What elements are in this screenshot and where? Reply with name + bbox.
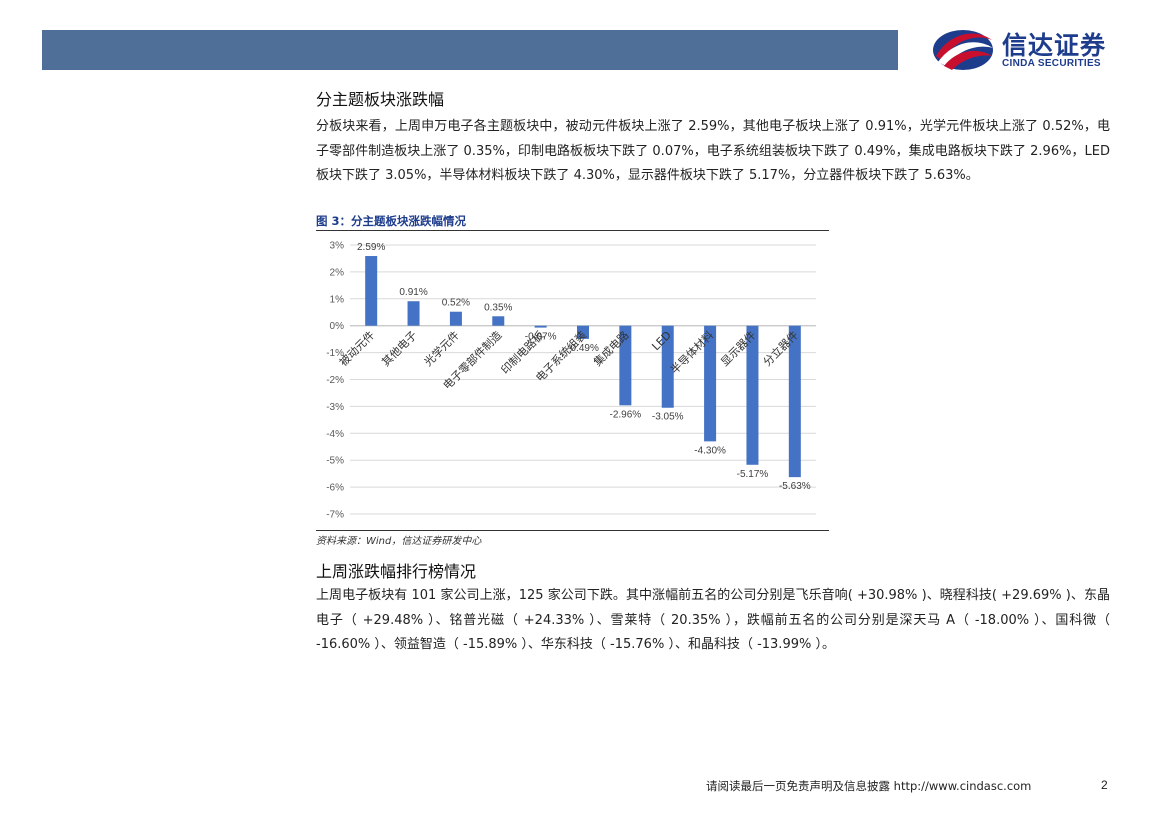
bar bbox=[746, 325, 759, 465]
figure-rule-top bbox=[316, 230, 829, 231]
bar bbox=[365, 256, 378, 326]
bar bbox=[704, 325, 717, 442]
bar bbox=[449, 311, 462, 326]
cinda-logo: 信达证券 CINDA SECURITIES bbox=[930, 26, 1130, 74]
section-title-theme: 分主题板块涨跌幅 bbox=[316, 90, 445, 109]
section-title-ranking: 上周涨跌幅排行榜情况 bbox=[316, 562, 477, 581]
logo-text-cn: 信达证券 bbox=[1002, 31, 1107, 60]
bar bbox=[407, 301, 420, 326]
y-tick-label: 1% bbox=[330, 294, 345, 305]
data-label: -2.96% bbox=[610, 409, 642, 420]
x-tick-label: 其他电子 bbox=[379, 329, 419, 369]
figure-rule-bottom bbox=[316, 530, 829, 531]
y-tick-label: -5% bbox=[326, 456, 344, 467]
page-number: 2 bbox=[1101, 778, 1108, 792]
data-label: 0.91% bbox=[399, 287, 427, 298]
y-tick-label: 0% bbox=[330, 321, 345, 332]
figure-source: 资料来源：Wind，信达证券研发中心 bbox=[316, 536, 482, 547]
y-tick-label: -2% bbox=[326, 375, 344, 386]
data-label: -5.17% bbox=[737, 469, 769, 480]
y-tick-label: -6% bbox=[326, 483, 344, 494]
bar bbox=[492, 316, 505, 326]
paragraph-theme: 分板块来看，上周申万电子各主题板块中，被动元件板块上涨了 2.59%，其他电子板… bbox=[316, 119, 1110, 184]
figure-title: 图 3：分主题板块涨跌幅情况 bbox=[316, 214, 467, 228]
data-label: 2.59% bbox=[357, 242, 385, 253]
data-label: 0.52% bbox=[442, 298, 470, 309]
cinda-logo-mark-icon bbox=[933, 30, 993, 70]
logo-text-en: CINDA SECURITIES bbox=[1002, 58, 1101, 69]
data-label: -0.49% bbox=[567, 343, 599, 354]
y-tick-label: 2% bbox=[330, 267, 345, 278]
data-label: 0.35% bbox=[484, 302, 512, 313]
bar bbox=[661, 325, 674, 408]
data-label: -3.05% bbox=[652, 412, 684, 423]
data-label: -5.63% bbox=[779, 481, 811, 492]
header-bar bbox=[42, 30, 898, 70]
footer-disclaimer[interactable]: 请阅读最后一页免责声明及信息披露 http://www.cindasc.com bbox=[706, 779, 1032, 793]
bar bbox=[619, 325, 632, 406]
bar bbox=[577, 325, 589, 339]
y-tick-label: -1% bbox=[326, 348, 344, 359]
bar bbox=[534, 325, 547, 328]
data-label: -0.07% bbox=[525, 332, 557, 343]
sector-change-chart: 3%2%1%0%-1%-2%-3%-4%-5%-6%-7%2.59%被动元件0.… bbox=[326, 241, 816, 521]
y-tick-label: -7% bbox=[326, 510, 344, 521]
y-tick-label: -3% bbox=[326, 402, 344, 413]
x-tick-label: 光学元件 bbox=[421, 328, 462, 369]
data-label: -4.30% bbox=[694, 445, 726, 456]
paragraph-ranking: 上周电子板块有 101 家公司上涨，125 家公司下跌。其中涨幅前五名的公司分别… bbox=[316, 588, 1110, 653]
y-tick-label: -4% bbox=[326, 429, 344, 440]
y-tick-label: 3% bbox=[330, 241, 345, 252]
bar bbox=[788, 325, 801, 478]
